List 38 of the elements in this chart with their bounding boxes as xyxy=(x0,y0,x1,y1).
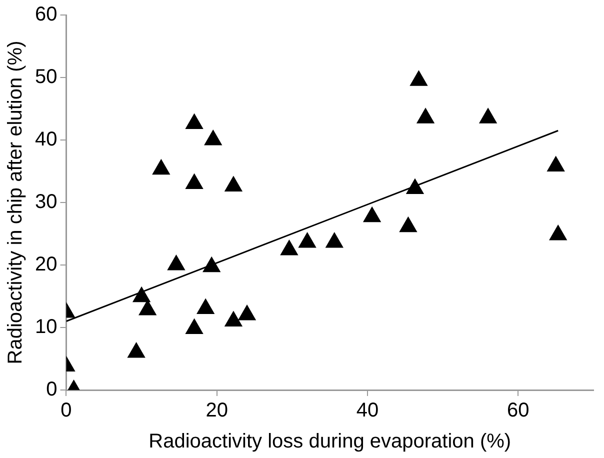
point xyxy=(410,70,428,86)
x-tick-label: 60 xyxy=(507,400,530,422)
y-tick-label: 40 xyxy=(34,128,58,151)
point xyxy=(133,287,150,302)
x-tick-label: 0 xyxy=(60,400,72,422)
point xyxy=(204,130,222,146)
y-tick-label: 30 xyxy=(34,191,58,214)
point xyxy=(186,174,203,189)
point xyxy=(298,232,316,248)
point xyxy=(280,240,298,256)
y-tick-label: 20 xyxy=(34,254,58,276)
point xyxy=(197,299,214,314)
point xyxy=(186,319,203,334)
y-axis-title: Radioactivity in chip after elution (%) xyxy=(4,40,27,364)
x-tick-label: 40 xyxy=(356,400,379,422)
x-tick-label: 20 xyxy=(206,400,228,422)
point xyxy=(547,156,564,172)
point xyxy=(152,160,170,175)
point xyxy=(400,217,417,232)
point xyxy=(550,225,567,240)
point xyxy=(139,300,156,316)
x-axis-title: Radioactivity loss during evaporation (%) xyxy=(148,430,512,453)
point xyxy=(480,108,497,124)
point xyxy=(186,114,203,129)
y-tick-label: 60 xyxy=(34,4,58,26)
point xyxy=(238,305,256,320)
point xyxy=(224,312,242,326)
point xyxy=(224,176,242,192)
point xyxy=(326,232,343,248)
y-tick-label: 50 xyxy=(34,66,58,88)
y-tick-label: 0 xyxy=(46,378,58,401)
y-tick-label: 10 xyxy=(34,316,58,338)
point xyxy=(203,257,220,272)
point xyxy=(128,342,145,358)
point xyxy=(416,108,434,124)
point xyxy=(406,179,424,194)
point xyxy=(168,255,185,270)
point xyxy=(364,207,381,222)
